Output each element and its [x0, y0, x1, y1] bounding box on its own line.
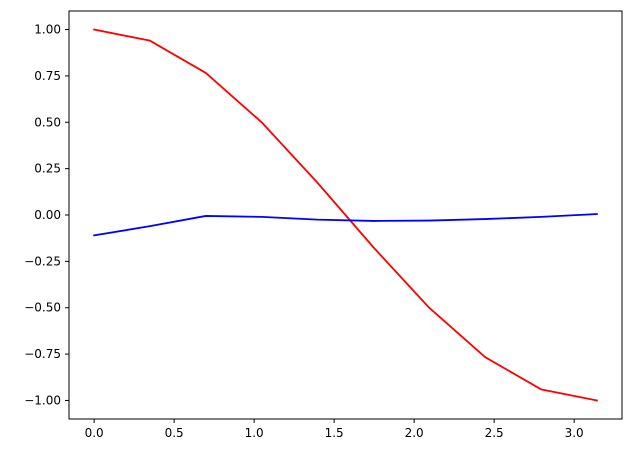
x-tick-label: 0.5: [165, 426, 184, 440]
x-tick-label: 1.0: [245, 426, 264, 440]
x-tick-label: 3.0: [565, 426, 584, 440]
x-tick-label: 2.5: [485, 426, 504, 440]
y-tick-label: 0.25: [34, 162, 61, 176]
y-tick-label: 0.00: [34, 208, 61, 222]
y-tick-label: −0.25: [24, 254, 61, 268]
series-line-2: [93, 213, 598, 237]
y-tick-label: −1.00: [24, 393, 61, 407]
y-tick-label: 1.00: [34, 23, 61, 37]
x-tick-label: 0.0: [85, 426, 104, 440]
x-axis: 0.0 0.5 1.0 1.5 2.0 2.5 3.0: [85, 419, 584, 440]
y-tick-label: −0.50: [24, 301, 61, 315]
y-axis: 1.00 0.75 0.50 0.25 0.00 −0.25 −0.50 −0.75 −1.00: [24, 23, 69, 407]
y-tick-label: −0.75: [24, 347, 61, 361]
series-layer: [93, 28, 598, 402]
y-tick-label: 0.75: [34, 69, 61, 83]
series-line-1: [93, 28, 598, 402]
y-tick-label: 0.50: [34, 115, 61, 129]
x-tick-label: 1.5: [325, 426, 344, 440]
x-tick-label: 2.0: [405, 426, 424, 440]
